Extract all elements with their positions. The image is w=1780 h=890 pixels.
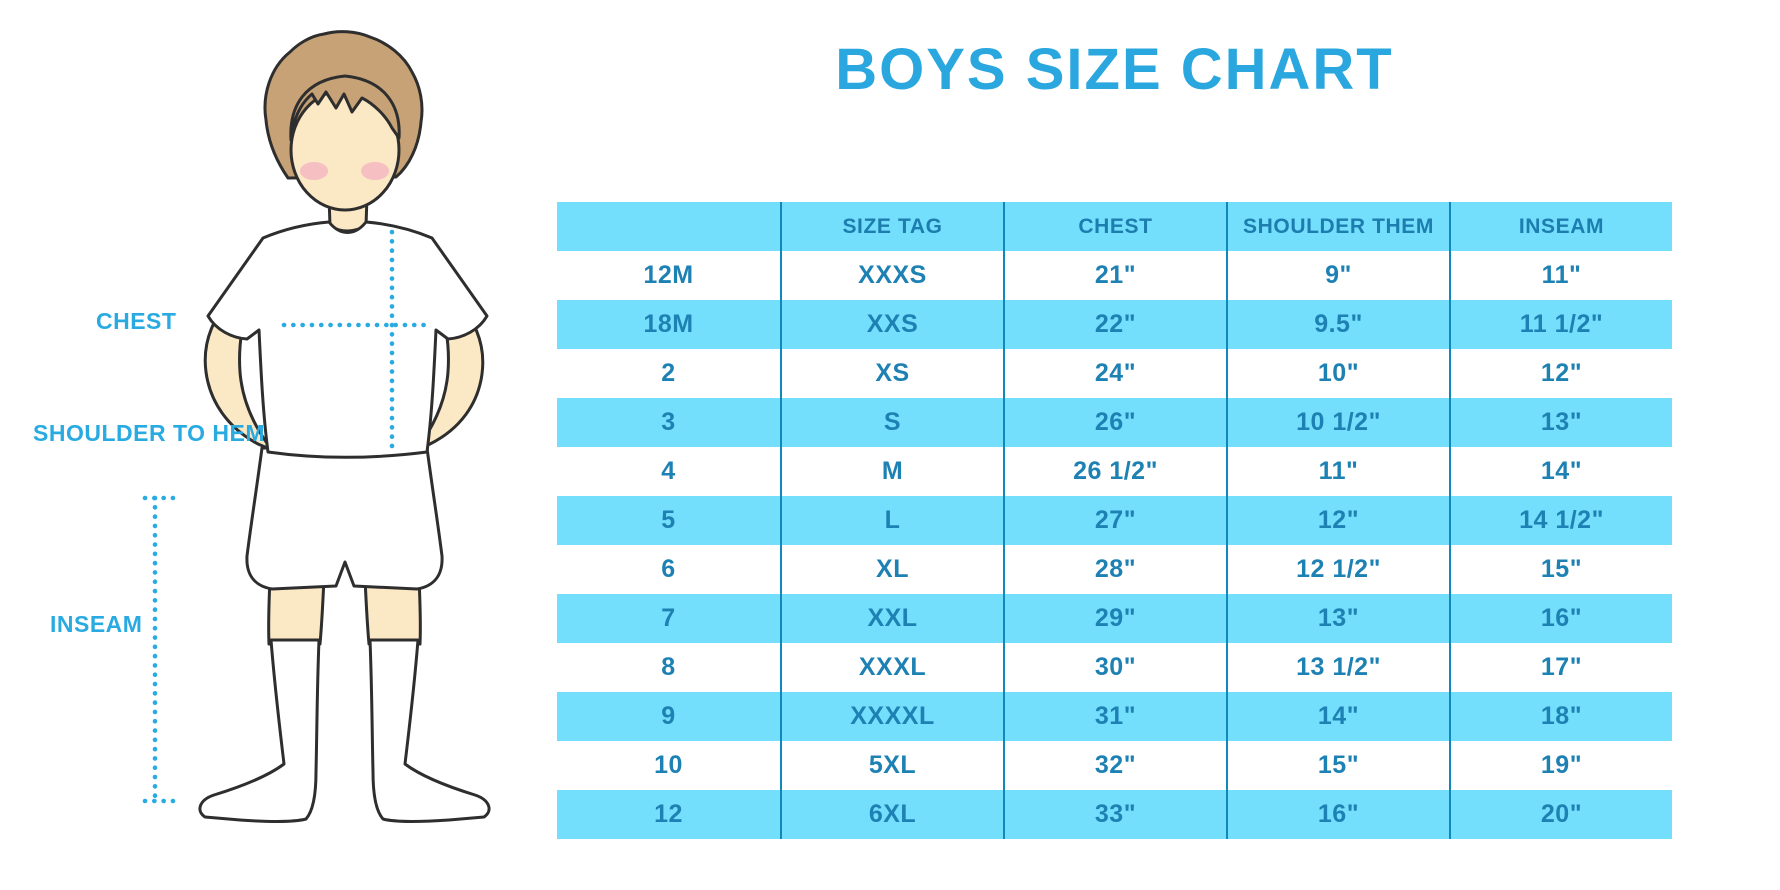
table-cell: 15" — [1226, 741, 1449, 790]
table-cell: 9.5" — [1226, 300, 1449, 349]
table-cell: 29" — [1003, 594, 1226, 643]
table-row: 12 6XL 33" 16" 20" — [557, 790, 1672, 839]
table-cell: 16" — [1226, 790, 1449, 839]
boy-hair-fringe — [289, 74, 401, 142]
table-cell: L — [780, 496, 1003, 545]
table-row: 10 5XL 32" 15" 19" — [557, 741, 1672, 790]
inseam-label: INSEAM — [50, 611, 143, 637]
column-header: INSEAM — [1449, 202, 1672, 251]
column-header: SHOULDER THEM — [1226, 202, 1449, 251]
table-cell: 24" — [1003, 349, 1226, 398]
table-cell: 12M — [643, 261, 694, 289]
table-cell: 13" — [1226, 594, 1449, 643]
boy-blush-right — [361, 162, 389, 180]
table-cell: 8 — [661, 653, 676, 681]
table-row: 9 XXXXL 31" 14" 18" — [557, 692, 1672, 741]
table-row: 2 XS 24" 10" 12" — [557, 349, 1672, 398]
table-cell: 32" — [1003, 741, 1226, 790]
table-cell: 11 1/2" — [1449, 300, 1672, 349]
table-cell: 13 1/2" — [1226, 643, 1449, 692]
column-header — [557, 202, 780, 251]
table-cell: 9 — [661, 702, 676, 730]
table-cell: 14" — [1449, 447, 1672, 496]
table-cell: 14" — [1226, 692, 1449, 741]
table-cell: 6XL — [780, 790, 1003, 839]
table-cell: 26" — [1003, 398, 1226, 447]
table-cell: 27" — [1003, 496, 1226, 545]
boy-left-sock — [198, 638, 321, 823]
table-cell: XXXS — [780, 251, 1003, 300]
table-cell: 30" — [1003, 643, 1226, 692]
table-cell: M — [780, 447, 1003, 496]
table-cell: 13" — [1449, 398, 1672, 447]
table-row: 5 L 27" 12" 14 1/2" — [557, 496, 1672, 545]
table-cell: 20" — [1449, 790, 1672, 839]
table-row: 8 XXXL 30" 13 1/2" 17" — [557, 643, 1672, 692]
column-header: CHEST — [1003, 202, 1226, 251]
boy-shorts — [245, 446, 444, 591]
shoulder-to-hem-label: SHOULDER TO HEM — [33, 420, 265, 446]
boy-shirt — [206, 220, 489, 459]
table-cell: 31" — [1003, 692, 1226, 741]
table-row: 6 XL 28" 12 1/2" 15" — [557, 545, 1672, 594]
column-header: SIZE TAG — [780, 202, 1003, 251]
table-cell: 28" — [1003, 545, 1226, 594]
page-title: BOYS SIZE CHART — [835, 37, 1394, 102]
table-cell: 21" — [1003, 251, 1226, 300]
boy-right-leg — [363, 576, 422, 646]
table-cell: 19" — [1449, 741, 1672, 790]
table-cell: S — [780, 398, 1003, 447]
table-cell: XXXL — [780, 643, 1003, 692]
table-row: 7 XXL 29" 13" 16" — [557, 594, 1672, 643]
size-table: SIZE TAG CHEST SHOULDER THEM INSEAM 12M XXXS 2… — [557, 202, 1672, 839]
header-row: SIZE TAG CHEST SHOULDER THEM INSEAM — [557, 202, 1672, 251]
table-cell: 3 — [661, 408, 676, 436]
table-cell: 17" — [1449, 643, 1672, 692]
table-cell: 12 — [654, 800, 683, 828]
table-cell: 9" — [1226, 251, 1449, 300]
table-cell: 15" — [1449, 545, 1672, 594]
table-cell: 5XL — [780, 741, 1003, 790]
table-cell: 10" — [1226, 349, 1449, 398]
table-cell: 2 — [661, 359, 676, 387]
table-row: 12M XXXS 21" 9" 11" — [557, 251, 1672, 300]
table-cell: 16" — [1449, 594, 1672, 643]
table-cell: 4 — [661, 457, 676, 485]
chest-label: CHEST — [96, 308, 177, 334]
table-cell: XL — [780, 545, 1003, 594]
table-cell: 10 1/2" — [1226, 398, 1449, 447]
table-cell: 14 1/2" — [1449, 496, 1672, 545]
boy-blush-left — [300, 162, 328, 180]
table-row: 18M XXS 22" 9.5" 11 1/2" — [557, 300, 1672, 349]
table-cell: 22" — [1003, 300, 1226, 349]
table-cell: 11" — [1226, 447, 1449, 496]
table-cell: 11" — [1449, 251, 1672, 300]
boy-right-sock — [368, 638, 491, 823]
boy-measurement-illustration — [142, 30, 491, 823]
table-cell: 6 — [661, 555, 676, 583]
table-cell: XXXXL — [780, 692, 1003, 741]
table-cell: 18" — [1449, 692, 1672, 741]
table-cell: 18M — [643, 310, 694, 338]
table-cell: XS — [780, 349, 1003, 398]
table-cell: 12 1/2" — [1226, 545, 1449, 594]
table-row: 3 S 26" 10 1/2" 13" — [557, 398, 1672, 447]
table-cell: 33" — [1003, 790, 1226, 839]
table-cell: XXS — [780, 300, 1003, 349]
table-cell: 5 — [661, 506, 676, 534]
table-cell: 7 — [661, 604, 676, 632]
table-row: 4 M 26 1/2" 11" 14" — [557, 447, 1672, 496]
table-cell: XXL — [780, 594, 1003, 643]
table-cell: 26 1/2" — [1003, 447, 1226, 496]
table-cell: 12" — [1226, 496, 1449, 545]
table-cell: 12" — [1449, 349, 1672, 398]
table-cell: 10 — [654, 751, 683, 779]
